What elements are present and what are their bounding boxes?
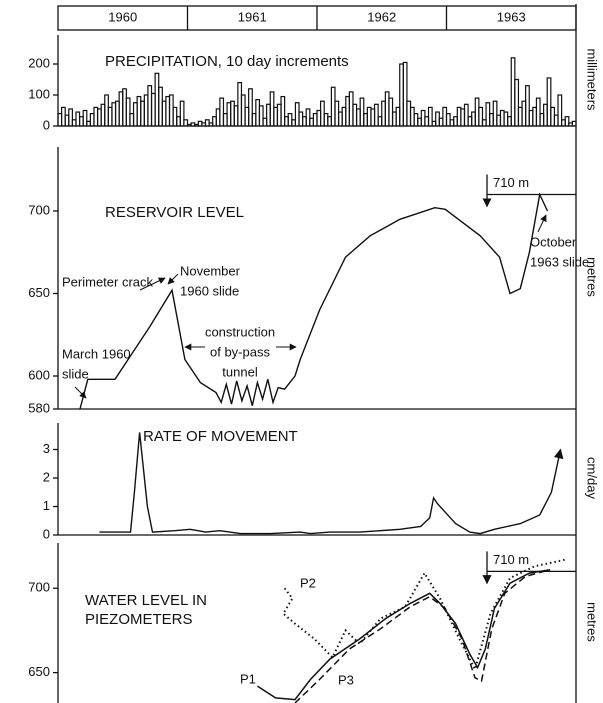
piezometer-line [294, 568, 551, 703]
precipitation-bar [68, 108, 73, 127]
data-line [99, 432, 564, 535]
y-tick-label: 700 [28, 202, 50, 217]
precipitation-bar [359, 97, 365, 127]
precipitation-bar [571, 120, 577, 127]
panel: 650 700 metres WATER LEVEL IN PIEZOMETERS P1 P… [28, 543, 600, 703]
annotation: November [180, 263, 241, 278]
precipitation-bar [463, 103, 469, 127]
y-tick-label: 200 [28, 55, 50, 70]
y-tick-label: 2 [43, 469, 50, 484]
precipitation-bar [557, 94, 563, 127]
precipitation-bar [514, 78, 520, 127]
annotation: 1963 slide [530, 254, 589, 269]
piezometer-line [256, 568, 551, 701]
panel-title: RATE OF MOVEMENT [143, 428, 298, 445]
series-label: P1 [240, 671, 256, 686]
precipitation-bar [564, 116, 570, 127]
panel: 580 600 650 700 metres RESERVOIR LEVEL 710 m Pe… [28, 147, 600, 415]
series-label: P3 [338, 672, 354, 687]
precipitation-bar [525, 85, 530, 127]
y-tick-label: 580 [28, 400, 50, 415]
reference-label: 710 m [493, 175, 529, 190]
precipitation-bar [478, 106, 484, 127]
panel: 0 1 2 3 cm/day RATE OF MOVEMENT [43, 423, 600, 541]
y-tick-label: 700 [28, 580, 50, 595]
annotation: March 1960 [62, 346, 131, 361]
y-axis-label: metres [585, 257, 600, 297]
year-label: 1961 [238, 9, 267, 24]
panel-title: WATER LEVEL IN [85, 592, 207, 609]
precipitation-bar [492, 100, 498, 127]
annotation: of by-pass [210, 344, 270, 359]
precipitation-bar [258, 105, 264, 127]
precipitation-bar [179, 100, 185, 127]
year-label: 1960 [108, 9, 137, 24]
annotation: tunnel [222, 364, 258, 379]
reference-label: 710 m [493, 552, 529, 567]
panel-title: PIEZOMETERS [85, 611, 193, 628]
panel-title: RESERVOIR LEVEL [105, 204, 244, 221]
y-tick-label: 600 [28, 367, 50, 382]
annotation-arrow [139, 277, 166, 291]
annotation: construction [205, 324, 275, 339]
precipitation-bar [280, 95, 286, 127]
y-tick-label: 1 [43, 498, 50, 513]
y-tick-label: 100 [28, 86, 50, 101]
annotation-arrow [167, 273, 179, 285]
precipitation-bar [183, 119, 189, 127]
panel-title: PRECIPITATION, 10 day increments [105, 53, 349, 70]
series-label: P2 [300, 575, 316, 590]
year-label: 1963 [497, 9, 526, 24]
precipitation-bar [305, 108, 311, 127]
y-tick-label: 3 [43, 441, 50, 456]
year-label: 1962 [367, 9, 396, 24]
y-tick-label: 0 [43, 526, 50, 541]
precipitation-bar [125, 97, 131, 127]
y-tick-label: 650 [28, 285, 50, 300]
annotation: slide [62, 366, 89, 381]
precipitation-bar [546, 77, 552, 127]
annotation: October [530, 234, 577, 249]
annotation-arrow [537, 214, 547, 233]
annotation-arrow [74, 386, 87, 399]
y-tick-label: 0 [43, 117, 50, 132]
y-axis-label: millimeters [585, 48, 600, 111]
annotation: Perimeter crack [62, 274, 154, 289]
precipitation-bar [219, 97, 225, 127]
y-axis-label: cm/day [585, 457, 600, 499]
precipitation-bar [82, 109, 88, 127]
panel: 0 100 200 millimeters PRECIPITATION, 10 day … [28, 35, 600, 132]
annotation: 1960 slide [180, 283, 239, 298]
precipitation-bar [535, 97, 541, 127]
precipitation-bar [373, 103, 379, 127]
precipitation-bar [427, 106, 433, 127]
precipitation-bar [402, 61, 408, 127]
y-axis-label: metres [585, 602, 600, 642]
y-tick-label: 650 [28, 664, 50, 679]
precipitation-bar [248, 88, 253, 127]
data-line [79, 192, 549, 409]
